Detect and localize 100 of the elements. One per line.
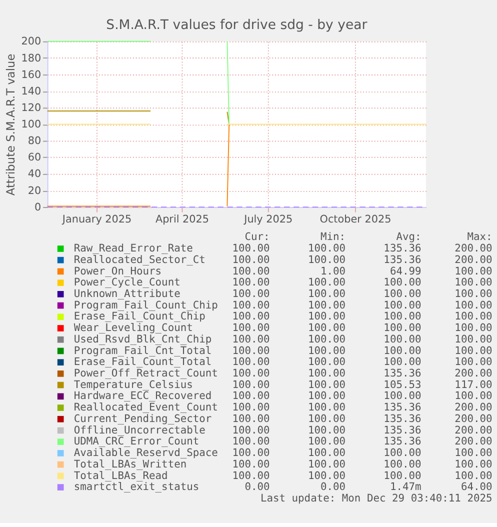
legend-label: Reallocated_Sector_Ct (74, 254, 206, 266)
text: 100.00 (232, 265, 270, 278)
text: 100.00 (454, 447, 492, 460)
y-tick-label: 120 (21, 102, 42, 114)
text: 100.00 (454, 310, 492, 323)
text: 135.36 (384, 412, 422, 425)
text: 100.00 (308, 402, 346, 414)
y-tick-label: 60 (28, 152, 42, 164)
y-tick-label: 160 (21, 68, 42, 81)
text: 100.00 (308, 288, 346, 300)
text: 100.00 (384, 458, 422, 470)
text: 100.00 (308, 299, 346, 312)
x-tick-label: July 2025 (243, 214, 293, 226)
legend-label: Raw_Read_Error_Rate (74, 242, 193, 255)
y-tick-label: 180 (21, 52, 42, 64)
legend-label: Power_Cycle_Count (74, 276, 180, 289)
legend-label: Temperature_Celsius (74, 378, 193, 391)
legend-label: Program_Fail_Cnt_Total (74, 344, 212, 357)
text: 100.00 (308, 447, 346, 460)
x-tick-label: April 2025 (155, 214, 210, 226)
text: 0.00 (244, 481, 270, 494)
text: 100.00 (232, 254, 270, 266)
y-tick-label: 100 (21, 118, 42, 131)
text: 100.00 (384, 322, 422, 334)
text: 100.00 (232, 276, 270, 289)
text: 100.00 (384, 356, 422, 368)
x-tick-label: October 2025 (320, 214, 392, 226)
text: 100.00 (308, 436, 346, 448)
text: 100.00 (232, 288, 270, 300)
text: Last update: Mon Dec 29 03:40:11 2025 (260, 492, 492, 504)
text: 100.00 (384, 470, 422, 482)
text: 100.00 (308, 378, 346, 391)
text: 135.36 (384, 254, 422, 266)
y-tick-label: 140 (21, 85, 42, 98)
text: 105.53 (384, 378, 422, 391)
text: 100.00 (232, 299, 270, 312)
legend-label: UDMA_CRC_Error_Count (74, 436, 200, 448)
text: 100.00 (308, 242, 346, 255)
text: 100.00 (232, 458, 270, 470)
text: 100.00 (232, 242, 270, 255)
text: 100.00 (454, 265, 492, 278)
legend-label: Total_LBAs_Written (74, 458, 187, 470)
legend-label: Offline_Uncorrectable (74, 424, 206, 436)
text: 100.00 (308, 368, 346, 380)
legend-label: Reallocated_Event_Count (74, 402, 218, 414)
text: 100.00 (384, 310, 422, 323)
text: 135.36 (384, 424, 422, 436)
text: 100.00 (232, 368, 270, 380)
text: 117.00 (454, 378, 492, 391)
text: 100.00 (232, 470, 270, 482)
text: 135.36 (384, 436, 422, 448)
text: 1.47m (390, 481, 422, 494)
text: 100.00 (454, 288, 492, 300)
text: 100.00 (454, 470, 492, 482)
legend-label: Erase_Fail_Count_Chip (74, 310, 206, 323)
legend-label: Program_Fail_Count_Chip (74, 299, 218, 312)
x-tick-label: January 2025 (61, 214, 132, 226)
text: Max: (467, 231, 492, 244)
text: 100.00 (308, 344, 346, 357)
text: 135.36 (384, 368, 422, 380)
text: 100.00 (454, 299, 492, 312)
text: 100.00 (308, 356, 346, 368)
text: 200.00 (454, 424, 492, 436)
text: 100.00 (232, 447, 270, 460)
text: Avg: (396, 231, 422, 244)
legend-label: Power_On_Hours (74, 265, 162, 278)
text: 100.00 (384, 390, 422, 402)
text: 100.00 (308, 412, 346, 425)
text: 100.00 (308, 458, 346, 470)
text: 0.00 (320, 481, 346, 494)
text: 100.00 (232, 402, 270, 414)
legend-label: Unknown_Attribute (74, 288, 180, 300)
text: 200.00 (454, 254, 492, 266)
text: 100.00 (308, 310, 346, 323)
text: 200.00 (454, 402, 492, 414)
legend-label: smartctl_exit_status (74, 481, 200, 494)
text: 100.00 (384, 288, 422, 300)
text: 100.00 (454, 322, 492, 334)
text: 100.00 (232, 344, 270, 357)
text: 64.00 (460, 481, 492, 494)
text: 100.00 (232, 412, 270, 425)
y-tick-label: 200 (21, 36, 42, 48)
text: 100.00 (384, 333, 422, 346)
y-tick-label: 0 (34, 201, 42, 214)
text: 100.00 (454, 356, 492, 368)
legend-label: Current_Pending_Sector (74, 412, 212, 425)
text: 100.00 (232, 390, 270, 402)
legend-label: Erase_Fail_Count_Total (74, 356, 212, 368)
text: Cur: (244, 231, 270, 244)
text: 100.00 (308, 470, 346, 482)
text: 100.00 (454, 458, 492, 470)
text: 100.00 (232, 378, 270, 391)
text: 100.00 (454, 333, 492, 346)
text: 100.00 (384, 344, 422, 357)
y-tick-label: 40 (28, 168, 42, 180)
text: 100.00 (232, 333, 270, 346)
text: 100.00 (454, 276, 492, 289)
text: 64.99 (390, 265, 422, 278)
legend-label: Power_Off_Retract_Count (74, 368, 218, 380)
text: 100.00 (384, 447, 422, 460)
